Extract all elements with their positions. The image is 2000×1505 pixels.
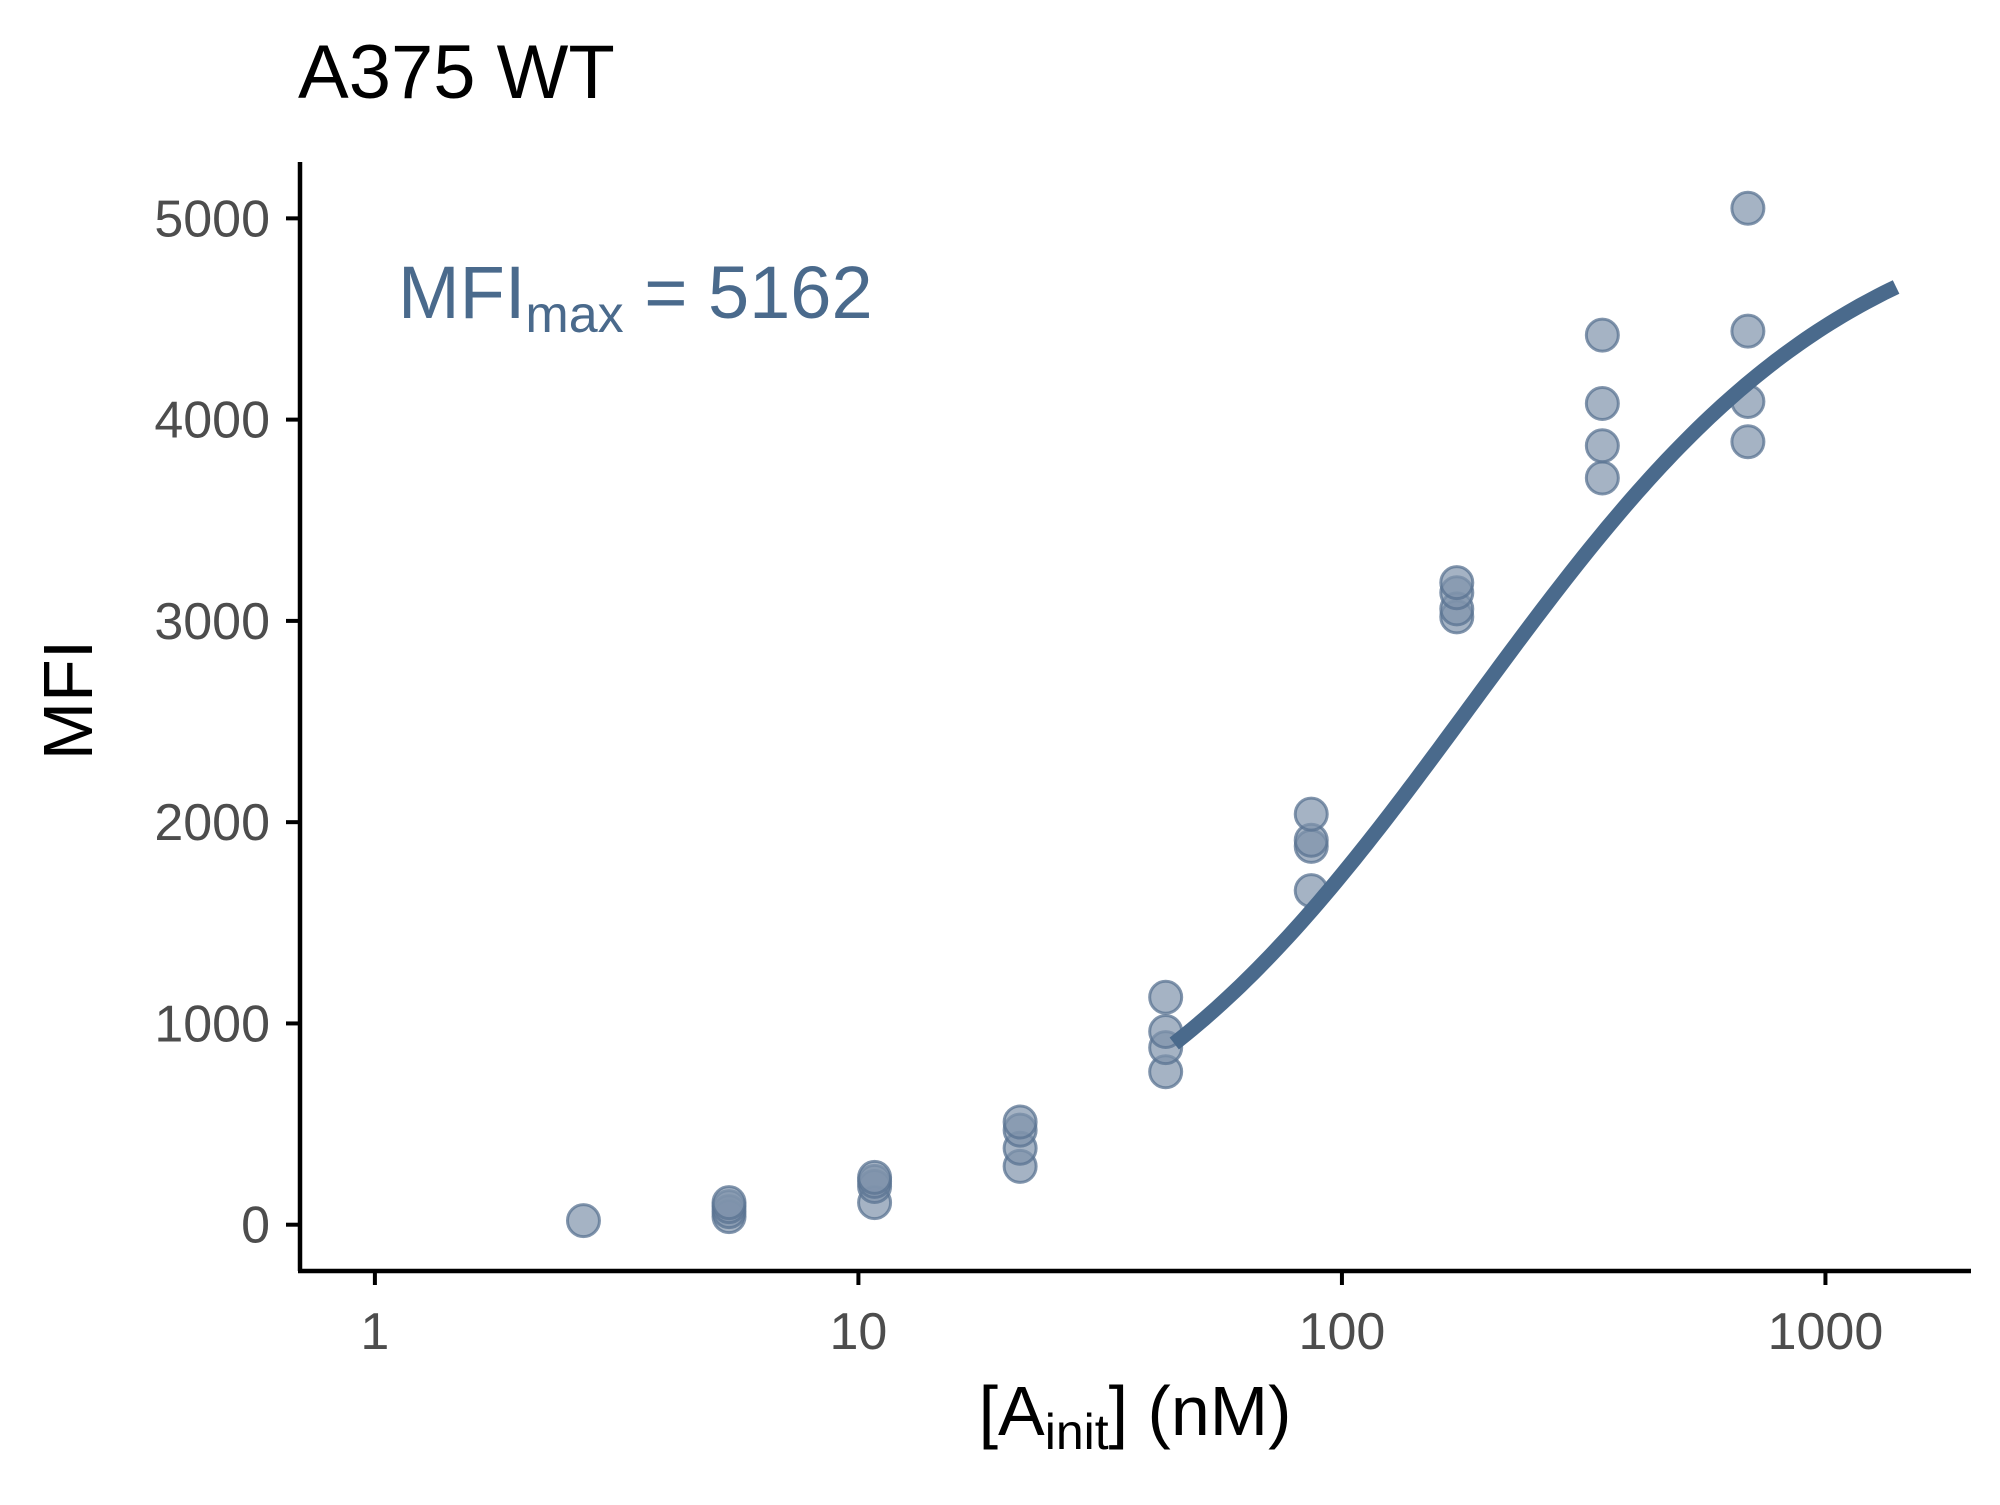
y-tick-label: 3000 [154, 593, 270, 651]
data-point [1584, 317, 1620, 353]
x-axis-label: [Ainit] (nM) [979, 1372, 1292, 1460]
y-tick-label: 5000 [154, 190, 270, 248]
y-tick-label: 2000 [154, 794, 270, 852]
y-tick-label: 1000 [154, 995, 270, 1053]
fit-curve [1169, 280, 1900, 1050]
annotation-value: = 5162 [624, 251, 873, 334]
y-tick-label: 4000 [154, 392, 270, 450]
annotation-sub: max [525, 286, 623, 344]
data-point [1002, 1104, 1038, 1140]
data-point [1730, 190, 1766, 226]
data-point [1584, 460, 1620, 496]
data-point [1439, 565, 1475, 601]
x-axis-label-sub: init [1045, 1404, 1109, 1460]
data-point [1148, 979, 1184, 1015]
annotation-main: MFI [398, 251, 525, 334]
y-axis-label: MFI [29, 640, 107, 761]
x-axis-label-main: [A [979, 1372, 1045, 1450]
data-point [1730, 313, 1766, 349]
data-point [565, 1203, 601, 1239]
x-tick-label: 10 [829, 1303, 887, 1361]
data-point [1584, 386, 1620, 422]
data-points [565, 190, 1766, 1239]
data-point [857, 1159, 893, 1195]
y-tick-label: 0 [241, 1197, 270, 1255]
svg-text:MFImax = 5162: MFImax = 5162 [398, 251, 873, 344]
x-axis-label-tail: ] (nM) [1109, 1372, 1292, 1450]
x-tick-label: 1000 [1768, 1303, 1884, 1361]
data-point [1293, 796, 1329, 832]
x-tick-label: 1 [360, 1303, 389, 1361]
chart-title: A375 WT [298, 30, 615, 115]
data-point [711, 1185, 747, 1221]
data-point [1730, 424, 1766, 460]
data-point [1584, 428, 1620, 464]
x-tick-label: 100 [1299, 1303, 1386, 1361]
x-axis-ticks: 1 10 100 1000 [360, 1271, 1883, 1361]
mfi-max-annotation: MFImax = 5162 [398, 251, 873, 344]
y-axis-ticks: 0 1000 2000 3000 4000 5000 [154, 190, 300, 1255]
